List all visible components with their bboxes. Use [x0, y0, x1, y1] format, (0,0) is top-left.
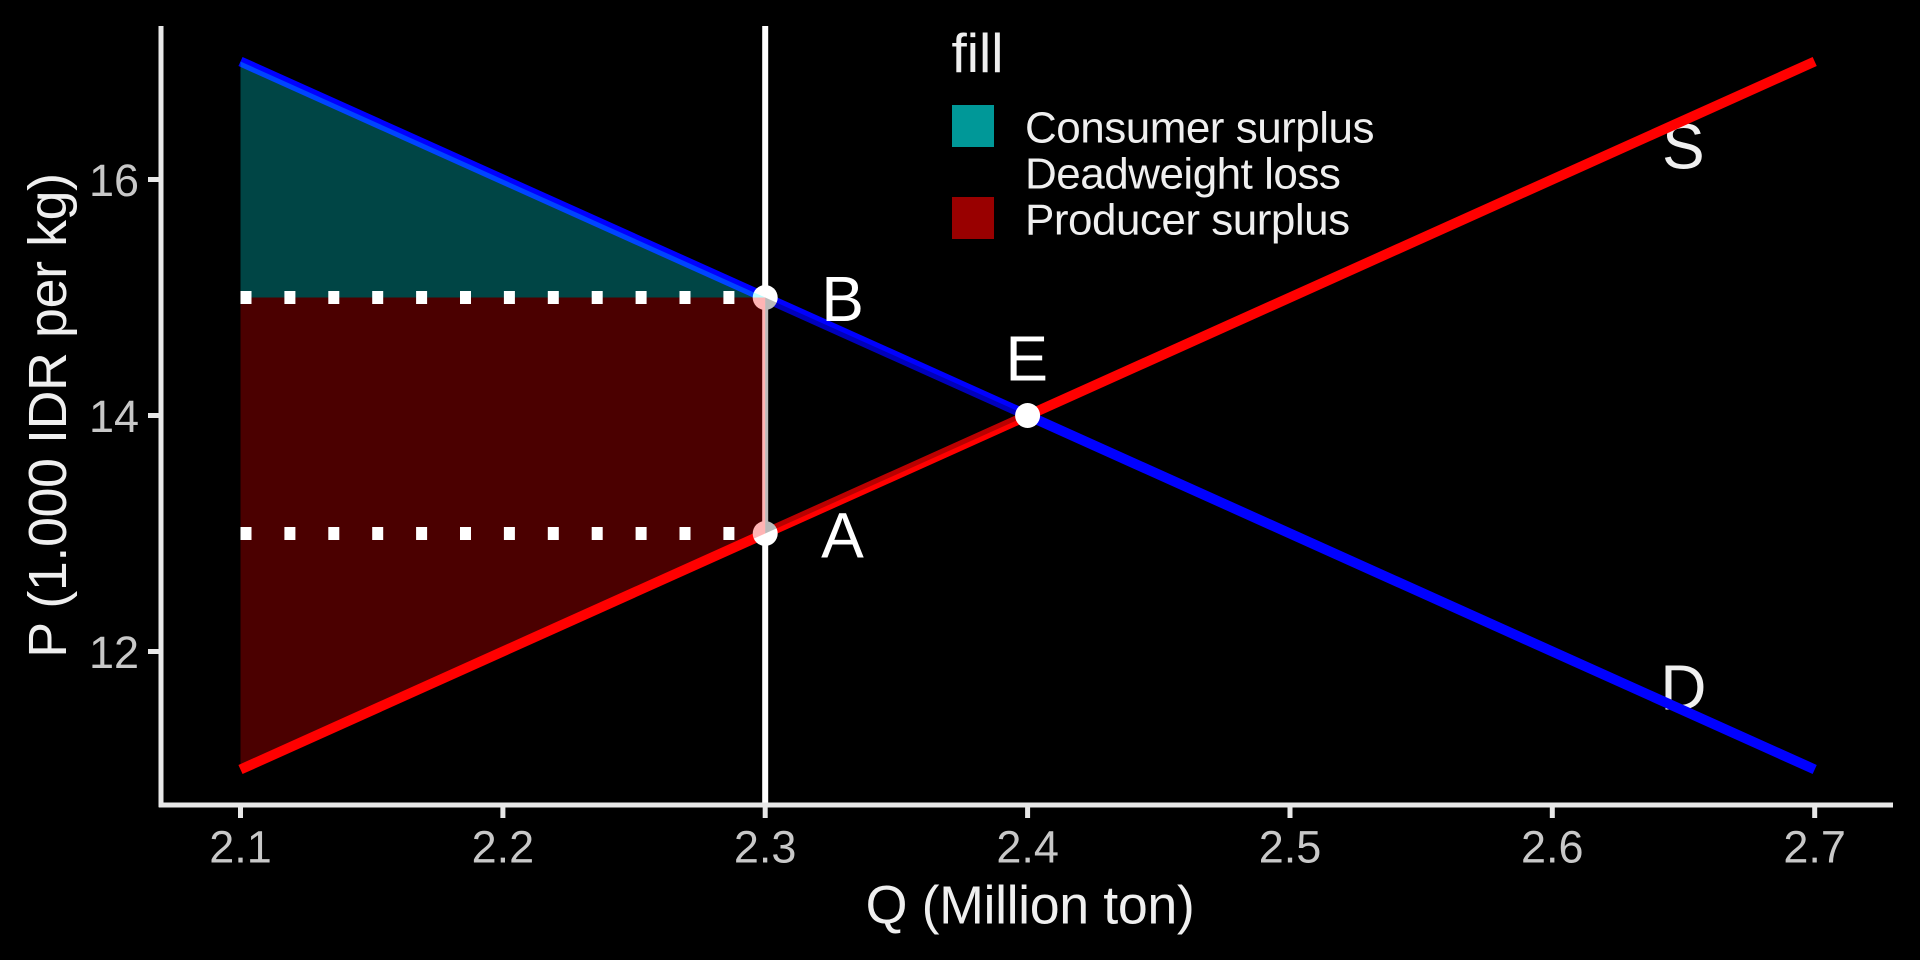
svg-text:2.3: 2.3	[734, 821, 797, 872]
svg-text:14: 14	[89, 391, 139, 442]
svg-text:Deadweight loss: Deadweight loss	[1025, 150, 1340, 199]
svg-text:Producer surplus: Producer surplus	[1025, 196, 1350, 245]
svg-text:fill: fill	[952, 22, 1004, 84]
svg-text:2.1: 2.1	[209, 821, 272, 872]
svg-text:2.6: 2.6	[1521, 821, 1584, 872]
svg-text:E: E	[1005, 322, 1048, 394]
svg-text:B: B	[821, 263, 864, 335]
svg-text:P (1.000 IDR per kg): P (1.000 IDR per kg)	[18, 173, 78, 657]
svg-text:2.2: 2.2	[472, 821, 535, 872]
svg-text:Q (Million ton): Q (Million ton)	[866, 875, 1195, 935]
svg-text:2.5: 2.5	[1259, 821, 1322, 872]
svg-text:16: 16	[89, 155, 139, 206]
svg-text:2.7: 2.7	[1783, 821, 1846, 872]
svg-text:A: A	[821, 499, 864, 571]
svg-text:12: 12	[89, 627, 139, 678]
svg-text:2.4: 2.4	[996, 821, 1059, 872]
svg-text:Consumer surplus: Consumer surplus	[1025, 104, 1374, 153]
